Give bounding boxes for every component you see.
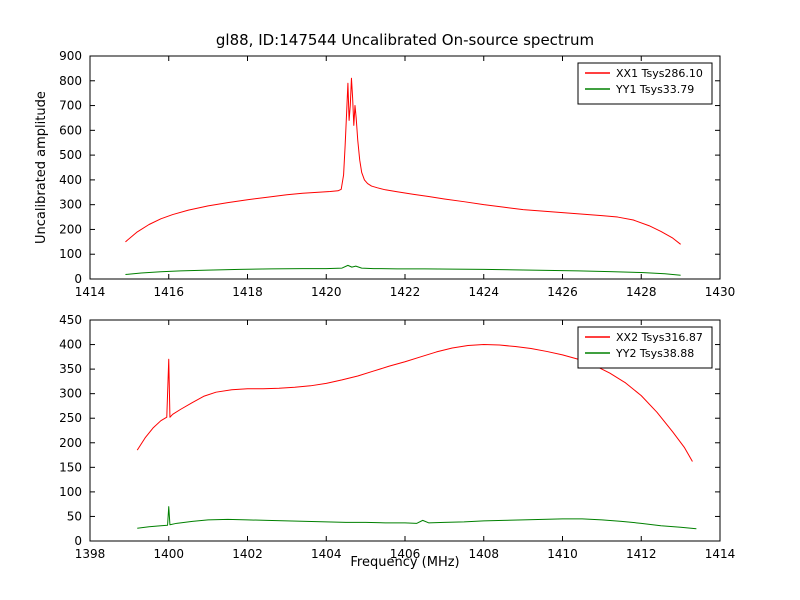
x-tick-label: 1406 — [390, 547, 421, 561]
x-tick-label: 1424 — [468, 285, 499, 299]
series-line — [125, 264, 681, 276]
y-tick-label: 300 — [59, 198, 82, 212]
y-tick-label: 500 — [59, 148, 82, 162]
x-tick-label: 1422 — [390, 285, 421, 299]
x-tick-label: 1418 — [232, 285, 263, 299]
x-tick-label: 1398 — [75, 547, 106, 561]
x-tick-label: 1412 — [626, 547, 657, 561]
x-tick-label: 1420 — [311, 285, 342, 299]
y-tick-label: 600 — [59, 123, 82, 137]
x-tick-label: 1430 — [705, 285, 736, 299]
legend-entry-label: XX1 Tsys286.10 — [616, 67, 703, 80]
x-tick-label: 1400 — [153, 547, 184, 561]
series-line — [125, 77, 681, 245]
y-tick-label: 100 — [59, 485, 82, 499]
x-tick-label: 1426 — [547, 285, 578, 299]
y-tick-label: 200 — [59, 222, 82, 236]
y-tick-label: 250 — [59, 411, 82, 425]
x-tick-label: 1414 — [705, 547, 736, 561]
x-tick-label: 1404 — [311, 547, 342, 561]
legend-entry-label: YY1 Tsys33.79 — [615, 83, 694, 96]
y-tick-label: 100 — [59, 247, 82, 261]
y-tick-label: 900 — [59, 49, 82, 63]
y-tick-label: 300 — [59, 387, 82, 401]
x-tick-label: 1416 — [153, 285, 184, 299]
series-line — [137, 506, 697, 530]
y-tick-label: 350 — [59, 362, 82, 376]
y-tick-label: 50 — [67, 509, 82, 523]
x-axis-label: Frequency (MHz) — [350, 555, 460, 570]
legend-box — [577, 62, 713, 105]
y-tick-label: 0 — [74, 272, 82, 286]
legend-entry-label: YY2 Tsys38.88 — [615, 347, 694, 360]
chart-title: gl88, ID:147544 Uncalibrated On-source s… — [215, 31, 595, 49]
y-tick-label: 150 — [59, 460, 82, 474]
y-tick-label: 200 — [59, 436, 82, 450]
y-tick-label: 400 — [59, 173, 82, 187]
x-tick-label: 1402 — [232, 547, 263, 561]
legend-entry-label: XX2 Tsys316.87 — [616, 331, 703, 344]
x-tick-label: 1414 — [75, 285, 106, 299]
y-tick-label: 700 — [59, 99, 82, 113]
x-tick-label: 1410 — [547, 547, 578, 561]
legend-box — [577, 326, 713, 369]
x-tick-label: 1408 — [468, 547, 499, 561]
y-tick-label: 450 — [59, 313, 82, 327]
x-tick-label: 1428 — [626, 285, 657, 299]
y-tick-label: 0 — [74, 534, 82, 548]
y-tick-label: 400 — [59, 338, 82, 352]
y-tick-label: 800 — [59, 74, 82, 88]
